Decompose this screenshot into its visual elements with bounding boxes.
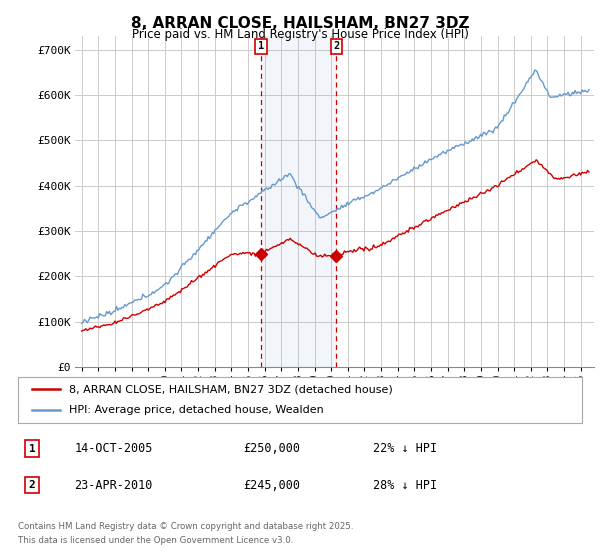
Text: £245,000: £245,000 [244,478,301,492]
Text: Contains HM Land Registry data © Crown copyright and database right 2025.: Contains HM Land Registry data © Crown c… [18,522,353,531]
Text: 2: 2 [29,480,35,490]
Text: 22% ↓ HPI: 22% ↓ HPI [373,442,437,455]
Text: 1: 1 [29,444,35,454]
Bar [261,36,337,367]
Text: 8, ARRAN CLOSE, HAILSHAM, BN27 3DZ: 8, ARRAN CLOSE, HAILSHAM, BN27 3DZ [131,16,469,31]
Text: 28% ↓ HPI: 28% ↓ HPI [373,478,437,492]
Text: HPI: Average price, detached house, Wealden: HPI: Average price, detached house, Weal… [69,405,323,416]
Text: 1: 1 [258,41,264,52]
Text: 2: 2 [333,41,340,52]
Text: This data is licensed under the Open Government Licence v3.0.: This data is licensed under the Open Gov… [18,536,293,545]
Text: £250,000: £250,000 [244,442,301,455]
Text: 14-OCT-2005: 14-OCT-2005 [74,442,153,455]
Text: 8, ARRAN CLOSE, HAILSHAM, BN27 3DZ (detached house): 8, ARRAN CLOSE, HAILSHAM, BN27 3DZ (deta… [69,384,392,394]
Text: 23-APR-2010: 23-APR-2010 [74,478,153,492]
Text: Price paid vs. HM Land Registry's House Price Index (HPI): Price paid vs. HM Land Registry's House … [131,28,469,41]
